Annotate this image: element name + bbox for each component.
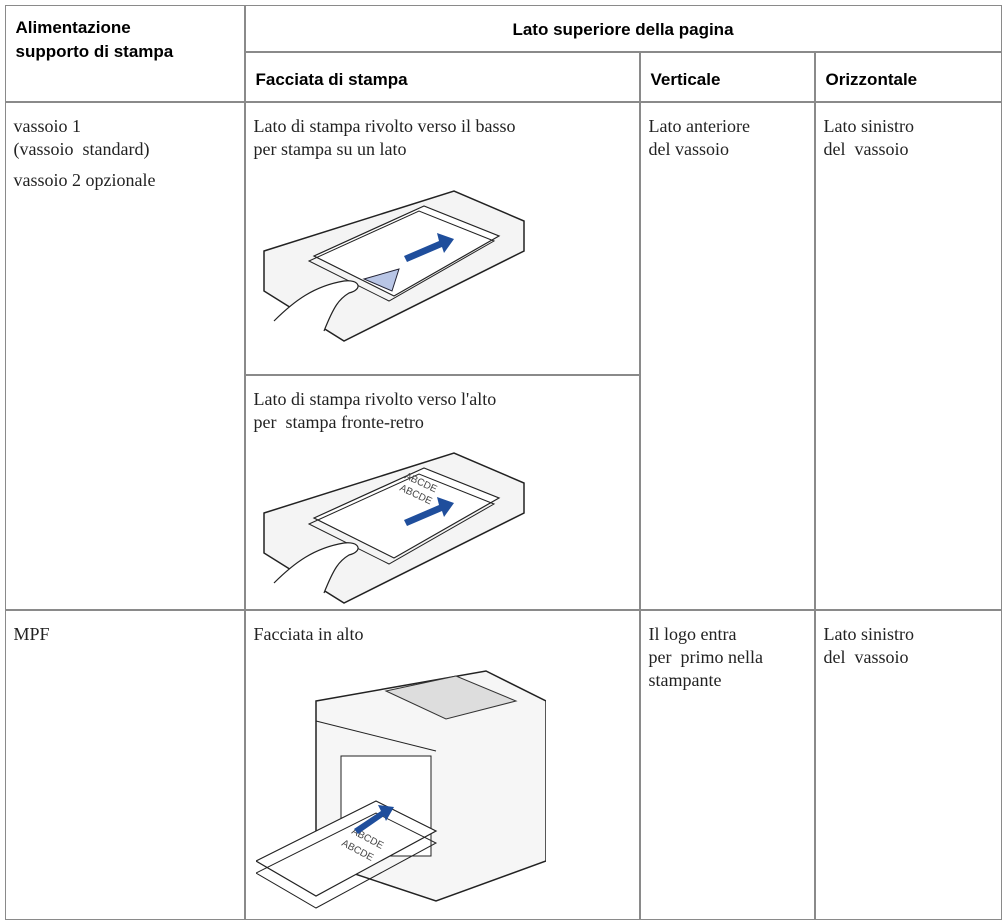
landscape-cell: Lato sinistro del vassoio <box>814 101 1002 610</box>
cell-line: del vassoio <box>648 138 730 159</box>
cell-line: vassoio 1 <box>13 115 82 136</box>
cell-line: del vassoio <box>823 138 909 159</box>
cell-line: Lato di stampa rivolto verso il basso <box>253 115 516 136</box>
header-text: Lato superiore della pagina <box>512 19 734 39</box>
header-line: Alimentazione <box>15 17 131 37</box>
cell-line: Facciata in alto <box>253 623 364 644</box>
cell-line: per stampa fronte-retro <box>253 411 424 432</box>
header-landscape: Orizzontale <box>814 51 1002 102</box>
cell-line: Lato di stampa rivolto verso l'alto <box>253 388 497 409</box>
feed-cell: MPF <box>4 609 245 920</box>
cell-line: Lato sinistro <box>823 623 915 644</box>
portrait-cell: Lato anteriore del vassoio <box>639 101 815 610</box>
printer-illustration: ABCDE ABCDE <box>255 669 546 909</box>
print-side-cell: Facciata in alto ABCDE ABCDE <box>244 609 640 920</box>
tray-illustration <box>262 189 525 342</box>
header-top-edge: Lato superiore della pagina <box>244 4 1002 52</box>
feed-cell: vassoio 1 (vassoio standard) vassoio 2 o… <box>4 101 245 610</box>
header-portrait: Verticale <box>639 51 815 102</box>
cell-line: Lato sinistro <box>823 115 915 136</box>
cell-line: stampante <box>648 669 722 690</box>
print-side-cell: Lato di stampa rivolto verso il basso pe… <box>244 101 640 375</box>
cell-line: per primo nella <box>648 646 763 667</box>
header-feed: Alimentazione supporto di stampa <box>4 4 245 102</box>
cell-line: (vassoio standard) <box>13 138 150 159</box>
print-side-cell: Lato di stampa rivolto verso l'alto per … <box>244 374 640 610</box>
header-line: supporto di stampa <box>15 41 174 61</box>
cell-line: Il logo entra <box>648 623 737 644</box>
portrait-cell: Il logo entra per primo nella stampante <box>639 609 815 920</box>
header-text: Orizzontale <box>825 69 918 89</box>
cell-line: del vassoio <box>823 646 909 667</box>
cell-line: per stampa su un lato <box>253 138 407 159</box>
header-print-side: Facciata di stampa <box>244 51 640 102</box>
header-text: Verticale <box>650 69 721 89</box>
landscape-cell: Lato sinistro del vassoio <box>814 609 1002 920</box>
cell-line: vassoio 2 opzionale <box>13 169 156 190</box>
cell-line: Lato anteriore <box>648 115 750 136</box>
tray-illustration: ABCDE ABCDE <box>262 451 525 604</box>
header-text: Facciata di stampa <box>255 69 408 89</box>
cell-line: MPF <box>13 623 50 644</box>
